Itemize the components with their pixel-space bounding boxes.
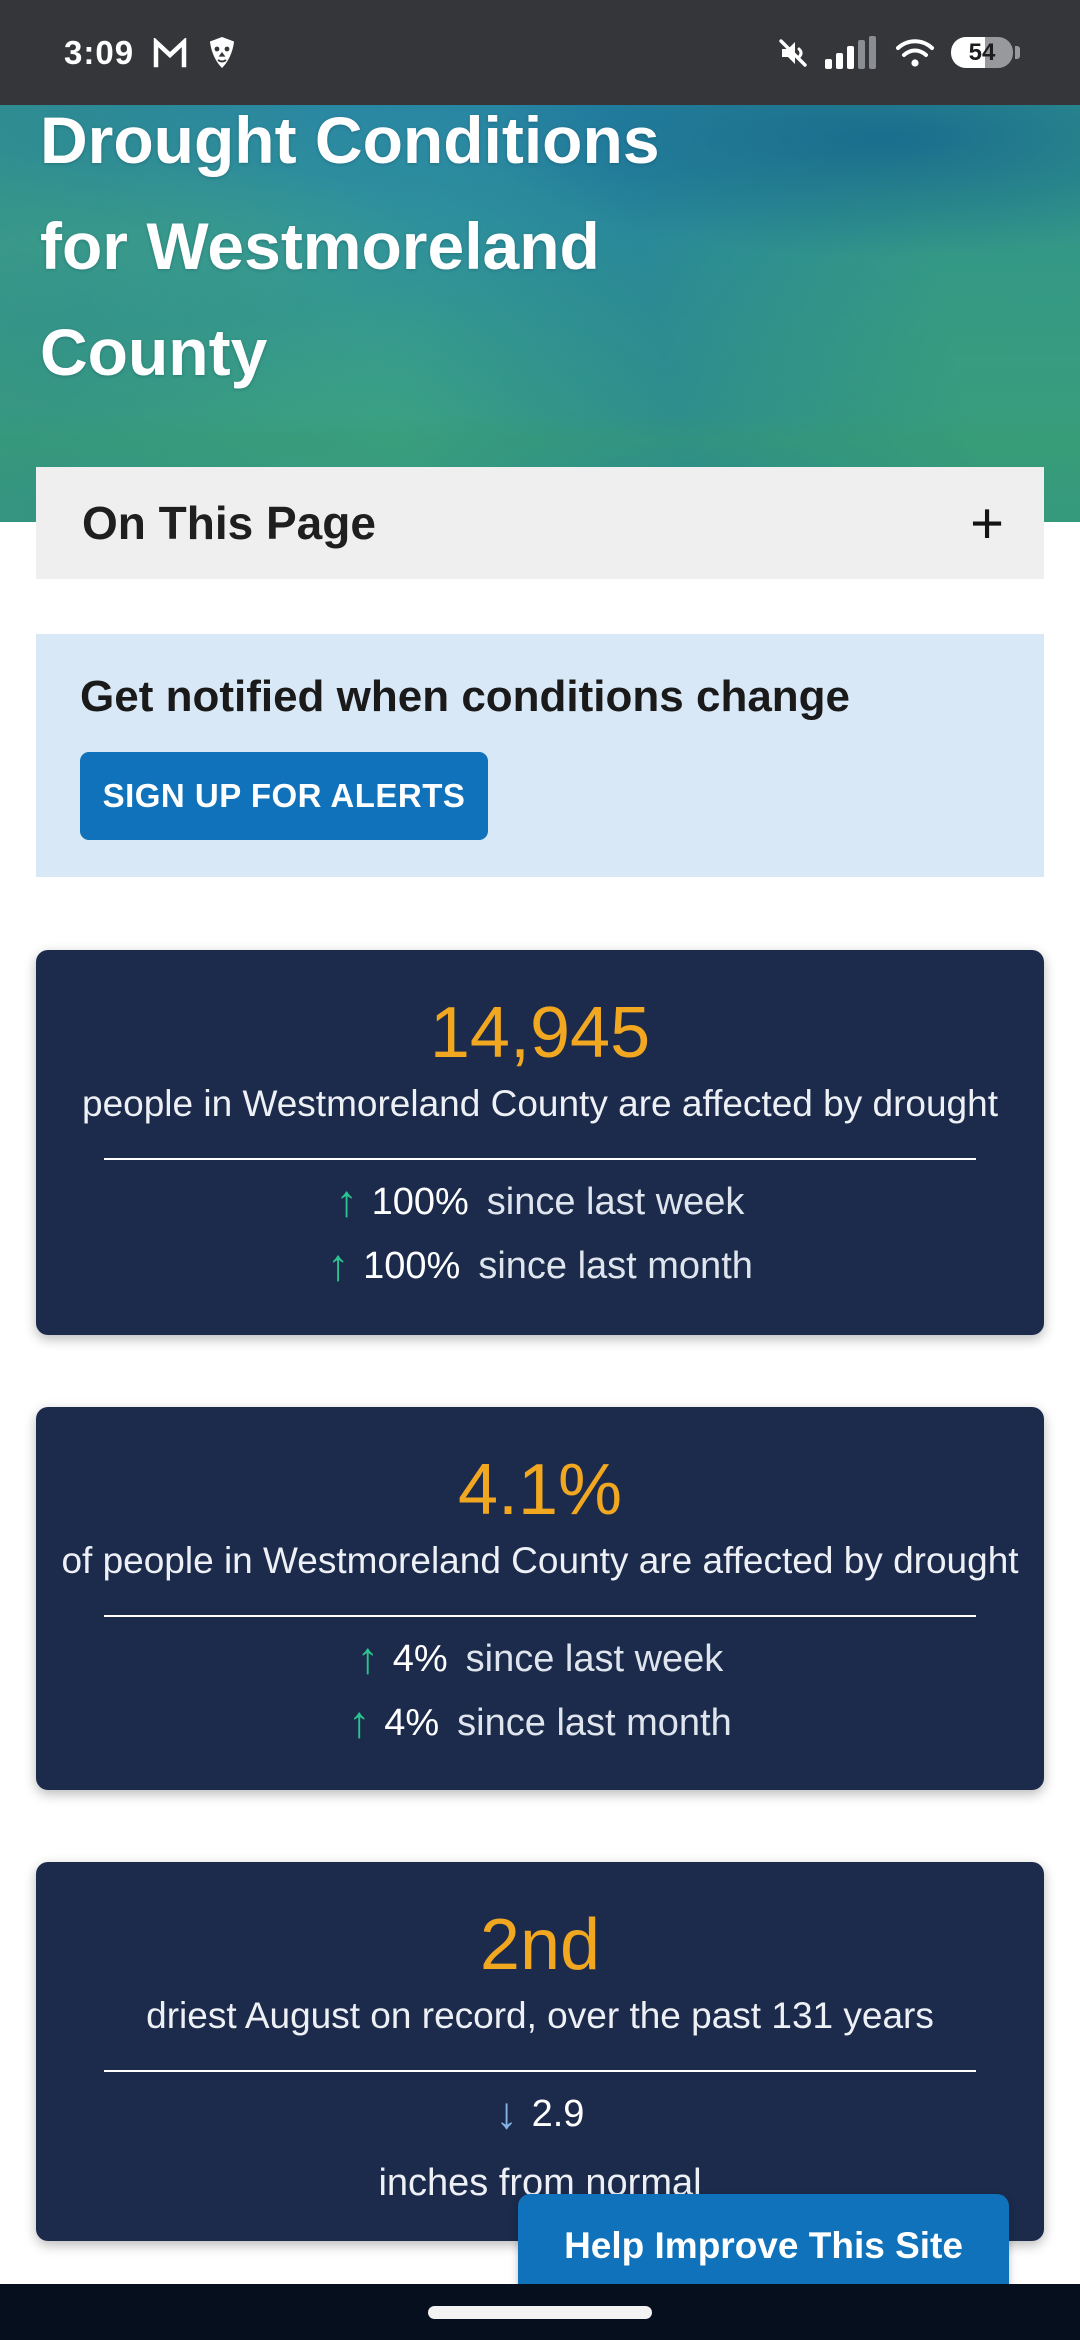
change-row: 4% since last month bbox=[348, 1701, 732, 1745]
sign-up-button-label: SIGN UP FOR ALERTS bbox=[102, 777, 466, 814]
change-label: since last week bbox=[465, 1637, 724, 1680]
page-title-line-3: County bbox=[40, 315, 268, 389]
stat-description: of people in Westmoreland County are aff… bbox=[61, 1540, 1019, 1581]
change-list: 4% since last week 4% since last month bbox=[36, 1637, 1044, 1745]
up-arrow-icon bbox=[348, 1701, 370, 1745]
bottom-nav-bar bbox=[0, 2284, 1080, 2340]
change-value: 100% bbox=[371, 1180, 469, 1223]
help-improve-site-label: Help Improve This Site bbox=[564, 2225, 963, 2266]
stat-card-people-affected: 14,945 people in Westmoreland County are… bbox=[36, 950, 1044, 1335]
alert-heading: Get notified when conditions change bbox=[80, 672, 851, 721]
stat-description: people in Westmoreland County are affect… bbox=[82, 1083, 998, 1124]
change-row: 2.9 bbox=[496, 2092, 585, 2136]
status-bar-right: 54 bbox=[777, 0, 1020, 105]
change-row: 4% since last week bbox=[357, 1637, 724, 1681]
change-label: since last week bbox=[486, 1180, 745, 1223]
battery-level: 54 bbox=[951, 37, 1013, 68]
change-value: 4% bbox=[384, 1701, 440, 1744]
alert-signup-box: Get notified when conditions change SIGN… bbox=[36, 634, 1044, 877]
battery-percent: 54 bbox=[968, 38, 996, 66]
status-bar-left: 3:09 bbox=[64, 0, 238, 105]
page-title: Drought Conditions for Westmoreland Coun… bbox=[40, 105, 1080, 405]
stat-value: 14,945 bbox=[429, 993, 651, 1073]
help-improve-site-button[interactable]: Help Improve This Site bbox=[518, 2194, 1009, 2298]
card-divider bbox=[104, 1615, 976, 1617]
battery-nub bbox=[1015, 46, 1020, 59]
sign-up-for-alerts-button[interactable]: SIGN UP FOR ALERTS bbox=[80, 752, 488, 840]
change-row: 100% since last week bbox=[336, 1180, 745, 1224]
on-this-page-accordion[interactable]: On This Page + bbox=[36, 467, 1044, 579]
expand-plus-icon[interactable]: + bbox=[970, 490, 1004, 556]
stat-card-percent-affected: 4.1% of people in Westmoreland County ar… bbox=[36, 1407, 1044, 1790]
up-arrow-icon bbox=[327, 1244, 349, 1288]
wifi-icon bbox=[895, 38, 935, 68]
gmail-icon bbox=[152, 37, 188, 68]
stat-value: 2nd bbox=[479, 1905, 601, 1985]
clock-time: 3:09 bbox=[64, 33, 135, 71]
stat-value: 4.1% bbox=[457, 1450, 623, 1530]
change-row: 100% since last month bbox=[327, 1244, 753, 1288]
on-this-page-label: On This Page bbox=[82, 497, 376, 549]
home-indicator[interactable] bbox=[428, 2306, 652, 2319]
page-title-line-2: for Westmoreland bbox=[40, 209, 600, 283]
hero-banner: Drought Conditions for Westmoreland Coun… bbox=[0, 105, 1080, 522]
change-list: 2.9 bbox=[36, 2092, 1044, 2136]
change-list: 100% since last week 100% since last mon… bbox=[36, 1180, 1044, 1288]
battery-icon: 54 bbox=[951, 37, 1020, 68]
up-arrow-icon bbox=[357, 1637, 379, 1681]
brave-icon bbox=[206, 35, 238, 71]
down-arrow-icon bbox=[496, 2092, 518, 2136]
mute-icon bbox=[777, 37, 809, 69]
change-label: since last month bbox=[457, 1701, 732, 1744]
card-divider bbox=[104, 2070, 976, 2072]
stat-description: driest August on record, over the past 1… bbox=[146, 1995, 934, 2036]
card-divider bbox=[104, 1158, 976, 1160]
change-value: 4% bbox=[392, 1637, 448, 1680]
stat-card-driest-record: 2nd driest August on record, over the pa… bbox=[36, 1862, 1044, 2241]
change-value: 2.9 bbox=[531, 2092, 585, 2135]
signal-icon bbox=[825, 35, 879, 71]
change-value: 100% bbox=[363, 1244, 461, 1287]
page-title-line-1: Drought Conditions bbox=[40, 105, 660, 177]
up-arrow-icon bbox=[336, 1180, 358, 1224]
change-label: since last month bbox=[478, 1244, 753, 1287]
status-bar: 3:09 bbox=[0, 0, 1080, 105]
